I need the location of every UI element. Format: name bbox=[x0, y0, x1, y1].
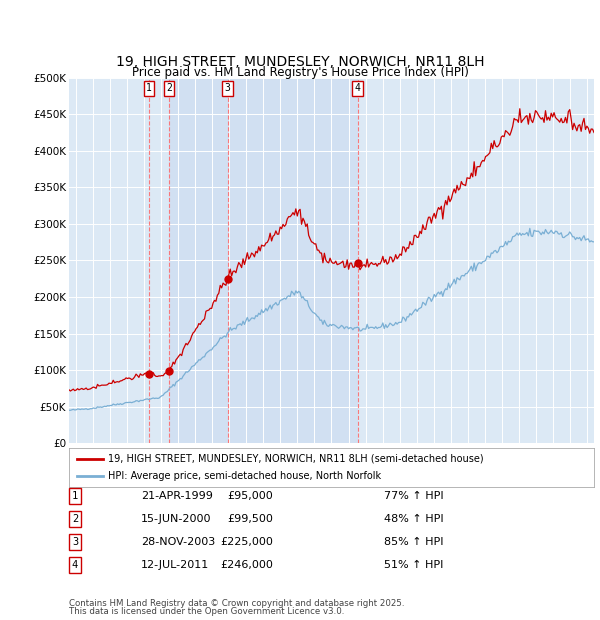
Text: 85% ↑ HPI: 85% ↑ HPI bbox=[384, 537, 443, 547]
Text: £99,500: £99,500 bbox=[227, 514, 273, 524]
Text: 19, HIGH STREET, MUNDESLEY, NORWICH, NR11 8LH (semi-detached house): 19, HIGH STREET, MUNDESLEY, NORWICH, NR1… bbox=[109, 454, 484, 464]
Text: 3: 3 bbox=[225, 84, 230, 94]
Text: 48% ↑ HPI: 48% ↑ HPI bbox=[384, 514, 443, 524]
Text: 1: 1 bbox=[72, 491, 78, 501]
Bar bbox=[169, 78, 358, 443]
Text: 28-NOV-2003: 28-NOV-2003 bbox=[141, 537, 215, 547]
Text: HPI: Average price, semi-detached house, North Norfolk: HPI: Average price, semi-detached house,… bbox=[109, 471, 382, 481]
Text: 2: 2 bbox=[72, 514, 78, 524]
Text: £246,000: £246,000 bbox=[220, 560, 273, 570]
Text: £95,000: £95,000 bbox=[227, 491, 273, 501]
Text: 4: 4 bbox=[355, 84, 361, 94]
Text: 4: 4 bbox=[72, 560, 78, 570]
Text: This data is licensed under the Open Government Licence v3.0.: This data is licensed under the Open Gov… bbox=[69, 608, 344, 616]
Text: 77% ↑ HPI: 77% ↑ HPI bbox=[384, 491, 443, 501]
Text: 3: 3 bbox=[72, 537, 78, 547]
Text: 51% ↑ HPI: 51% ↑ HPI bbox=[384, 560, 443, 570]
Text: 1: 1 bbox=[146, 84, 152, 94]
Text: £225,000: £225,000 bbox=[220, 537, 273, 547]
Text: 15-JUN-2000: 15-JUN-2000 bbox=[141, 514, 212, 524]
Text: Price paid vs. HM Land Registry's House Price Index (HPI): Price paid vs. HM Land Registry's House … bbox=[131, 66, 469, 79]
Text: 21-APR-1999: 21-APR-1999 bbox=[141, 491, 213, 501]
Text: Contains HM Land Registry data © Crown copyright and database right 2025.: Contains HM Land Registry data © Crown c… bbox=[69, 600, 404, 608]
Text: 19, HIGH STREET, MUNDESLEY, NORWICH, NR11 8LH: 19, HIGH STREET, MUNDESLEY, NORWICH, NR1… bbox=[116, 55, 484, 69]
Text: 12-JUL-2011: 12-JUL-2011 bbox=[141, 560, 209, 570]
Text: 2: 2 bbox=[166, 84, 172, 94]
